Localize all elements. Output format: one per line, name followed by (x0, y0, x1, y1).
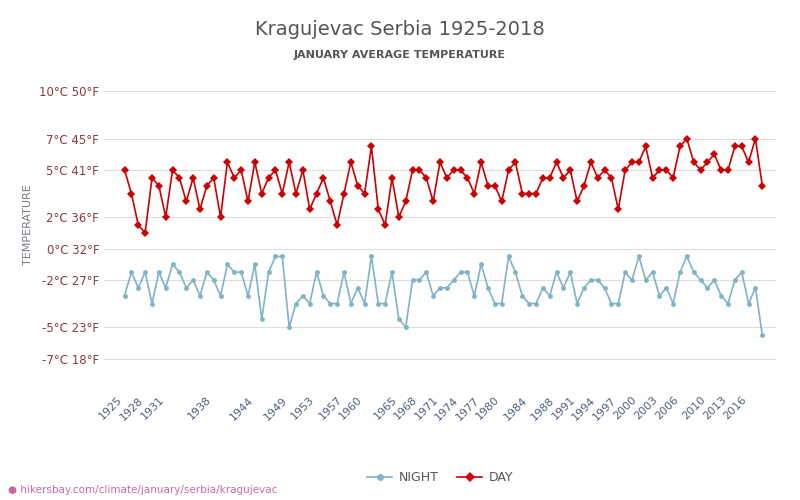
Text: Kragujevac Serbia 1925-2018: Kragujevac Serbia 1925-2018 (255, 20, 545, 39)
Y-axis label: TEMPERATURE: TEMPERATURE (23, 184, 33, 266)
Text: JANUARY AVERAGE TEMPERATURE: JANUARY AVERAGE TEMPERATURE (294, 50, 506, 60)
Text: ● hikersbay.com/climate/january/serbia/kragujevac: ● hikersbay.com/climate/january/serbia/k… (8, 485, 278, 495)
Legend: NIGHT, DAY: NIGHT, DAY (362, 466, 518, 489)
